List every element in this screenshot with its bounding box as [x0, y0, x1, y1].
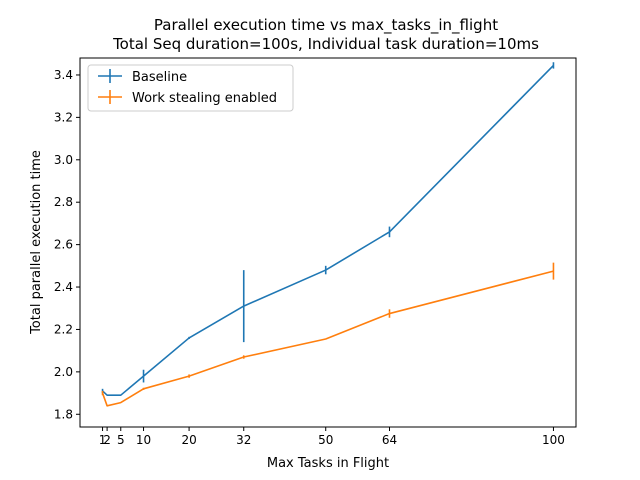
plot-frame: [79, 57, 577, 428]
x-tick-label: 10: [136, 433, 151, 447]
y-tick-label: 2.8: [54, 195, 73, 209]
x-tick-label: 50: [318, 433, 333, 447]
x-tick-label: 20: [181, 433, 196, 447]
series-area: [101, 62, 555, 407]
y-tick-label: 2.2: [54, 322, 73, 336]
series-line-baseline: [102, 64, 555, 396]
y-tick-label: 2.0: [54, 365, 73, 379]
y-tick-label: 2.4: [54, 280, 73, 294]
x-tick-label: 2: [103, 433, 111, 447]
y-axis: 1.8 2.0 2.2 2.4 2.6 2.8 3.0 3.2 3.4: [54, 68, 80, 421]
x-tick-label: 64: [382, 433, 397, 447]
legend-label-baseline: Baseline: [132, 70, 187, 85]
chart-title: Parallel execution time vs max_tasks_in_…: [154, 16, 498, 35]
legend-frame: [87, 64, 294, 112]
y-tick-label: 2.6: [54, 238, 73, 252]
series-line-work-stealing-enabled: [101, 270, 554, 407]
x-axis: 12 5 10 20 32 50 64 100: [99, 427, 565, 447]
x-tick-label: 32: [236, 433, 251, 447]
y-tick-label: 3.0: [54, 153, 73, 167]
legend-label-work-stealing-enabled: Work stealing enabled: [132, 91, 277, 106]
x-axis-label: Max Tasks in Flight: [267, 456, 389, 471]
y-axis-label: Total parallel execution time: [29, 150, 44, 335]
legend: Baseline Work stealing enabled: [87, 64, 294, 112]
y-tick-label: 3.4: [54, 68, 73, 82]
chart-subtitle: Total Seq duration=100s, Individual task…: [112, 35, 539, 53]
x-tick-label: 100: [542, 433, 565, 447]
y-tick-label: 1.8: [54, 407, 73, 421]
x-tick-label: 1: [99, 433, 107, 447]
x-tick-label: 5: [117, 433, 125, 447]
y-tick-label: 3.2: [54, 110, 73, 124]
